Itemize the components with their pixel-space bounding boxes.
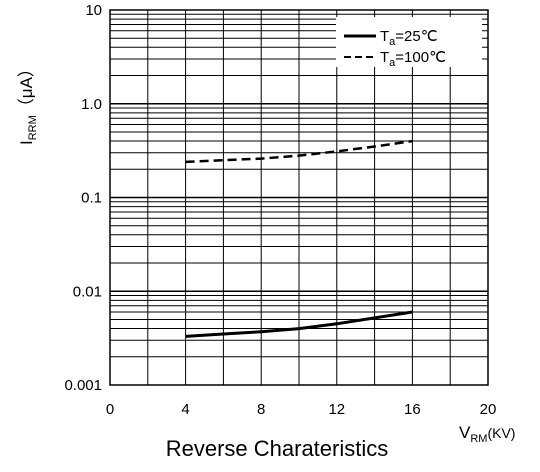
series-layer [185,139,413,338]
x-tick-label: 4 [181,401,189,418]
x-tick-labels: 0 4 8 12 16 20 [106,401,497,418]
y-tick-label: 1.0 [81,96,102,113]
legend: Ta=25℃ Ta=100℃ [336,17,482,69]
y-tick-label: 0.1 [81,190,102,207]
series-line-ta-25 [185,310,413,338]
series-line-ta-100 [185,139,413,164]
legend-label-1: Ta=100℃ [380,49,446,69]
x-tick-label: 16 [404,401,421,418]
y-axis-label: IRRM（μA） [17,60,39,145]
y-tick-label: 0.01 [73,283,102,300]
y-tick-label: 10 [85,2,102,19]
chart-caption: Reverse Charateristics [166,436,389,461]
y-tick-labels: 10 1.0 0.1 0.01 0.001 [64,2,102,394]
x-tick-label: 20 [480,401,497,418]
y-tick-label: 0.001 [64,377,102,394]
x-tick-label: 0 [106,401,114,418]
x-axis-label: VRM(KV) [459,423,515,445]
legend-box [336,17,482,67]
x-tick-label: 8 [257,401,265,418]
plot-frame [109,9,489,386]
x-tick-label: 12 [328,401,345,418]
legend-label-0: Ta=25℃ [380,28,438,48]
